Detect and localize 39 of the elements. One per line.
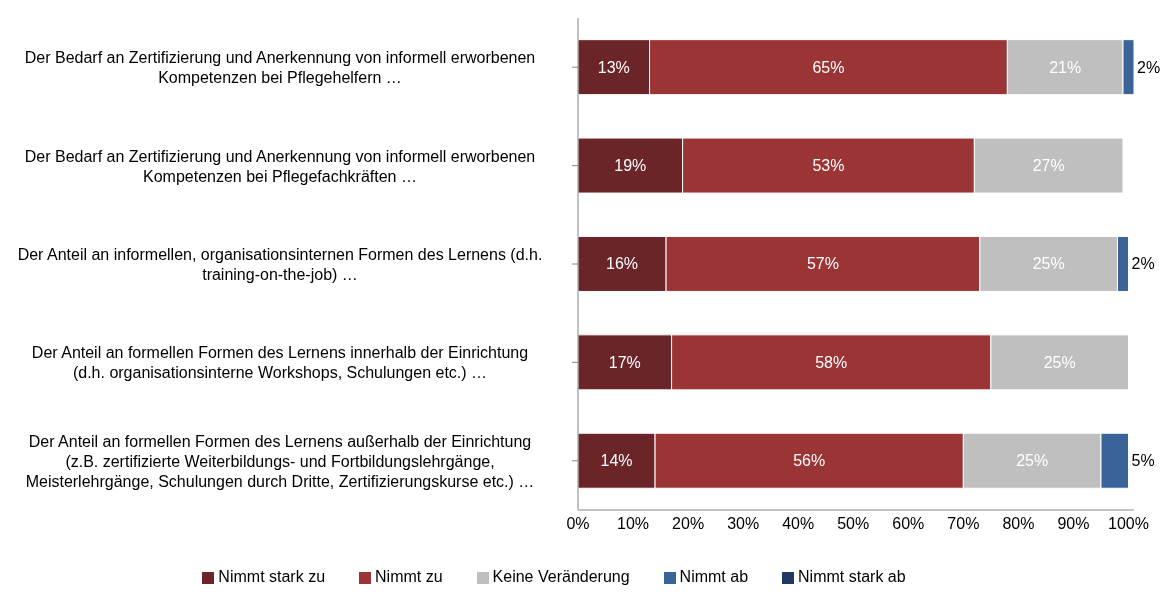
data-label: 21% [1049,58,1082,76]
data-label: 16% [606,255,639,273]
x-tick-label: 70% [947,515,980,533]
legend-label: Keine Veränderung [492,568,630,585]
x-tick-label: 90% [1057,515,1090,533]
data-label: 2% [1131,255,1155,273]
data-label: 25% [1043,353,1076,371]
legend-label: Nimmt stark ab [798,568,906,585]
y-tick-label: Der Bedarf an Zertifizierung und Anerkennung von informell erworbenen Kompetenzen bei Pflegefachkräften … [24,147,536,185]
data-label: 56% [793,452,826,470]
data-label: 2% [1137,58,1161,76]
data-label: 5% [1131,452,1155,470]
x-tick-label: 20% [672,515,705,533]
data-label: 58% [815,353,848,371]
data-label: 25% [1032,255,1065,273]
x-tick-label: 10% [617,515,650,533]
data-label: 17% [608,353,641,371]
data-label: 14% [600,452,633,470]
legend-label: Nimmt ab [679,568,749,585]
x-tick-label: 0% [566,515,590,533]
x-tick-label: 40% [782,515,815,533]
data-label: 57% [806,255,839,273]
y-tick-label: Der Anteil an formellen Formen des Lernens außerhalb der Einrichtung (z.B. zertifizierte Weiterbildungs- und Fortbildungslehrgänge, Meisterlehrgänge, Schulungen durch Dritte, Zertifizierungskurse etc.) … [25,432,535,490]
data-label: 65% [812,58,845,76]
x-tick-label: 80% [1002,515,1035,533]
data-label: 19% [614,157,647,175]
y-tick-label: Der Bedarf an Zertifizierung und Anerkennung von informell erworbenen Kompetenzen bei Pflegehelfern … [24,48,536,86]
legend-label: Nimmt stark zu [218,568,326,585]
x-tick-label: 100% [1108,515,1149,533]
y-tick-label: Der Anteil an formellen Formen des Lernens innerhalb der Einrichtung (d.h. organisationsinterne Workshops, Schulungen etc.) … [31,343,529,381]
data-label: 27% [1032,157,1065,175]
x-tick-label: 50% [837,515,870,533]
legend-label: Nimmt zu [375,568,443,585]
data-label: 53% [812,157,845,175]
data-label: 13% [597,58,630,76]
x-tick-label: 60% [892,515,925,533]
data-label: 25% [1016,452,1049,470]
y-tick-label: Der Anteil an informellen, organisationsinternen Formen des Lernens (d.h. training-on-the-job) … [17,245,543,283]
x-tick-label: 30% [727,515,760,533]
